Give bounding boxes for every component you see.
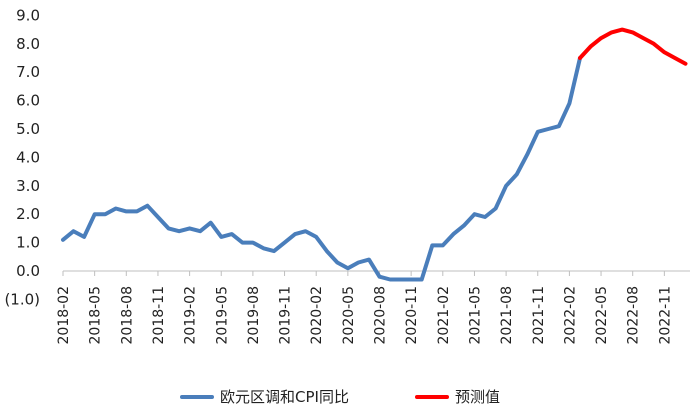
x-tick-label: 2022-08 <box>626 286 642 345</box>
y-tick-label: 6.0 <box>16 92 40 110</box>
y-tick-label: 1.0 <box>16 234 40 252</box>
x-tick-label: 2021-11 <box>531 286 547 345</box>
y-tick-label: 9.0 <box>16 6 40 24</box>
x-tick-label: 2022-11 <box>657 286 673 345</box>
x-axis: 2018-02 2018-05 2018-08 2018-11 2019-02 2019-… <box>56 270 690 345</box>
x-tick-label: 2021-02 <box>436 286 452 345</box>
y-axis: (1.0) 0.0 1.0 2.0 3.0 4.0 5.0 6.0 7.0 8.0 9.0 <box>4 6 40 308</box>
x-tick-label: 2019-05 <box>214 286 230 345</box>
y-tick-label: 4.0 <box>16 148 40 166</box>
y-tick-label: 8.0 <box>16 35 40 53</box>
x-tick-label: 2019-11 <box>278 286 294 345</box>
y-tick-label: (1.0) <box>4 290 40 308</box>
x-tick-label: 2019-08 <box>246 286 262 345</box>
legend-label: 欧元区调和CPI同比 <box>220 388 349 406</box>
x-tick-label: 2020-08 <box>373 286 389 345</box>
y-tick-label: 2.0 <box>16 205 40 223</box>
x-tick-label: 2018-05 <box>88 286 104 345</box>
y-tick-label: 0.0 <box>16 262 40 280</box>
x-tick-label: 2020-05 <box>341 286 357 345</box>
x-tick-label: 2022-05 <box>594 286 610 345</box>
x-tick-label: 2021-08 <box>499 286 515 345</box>
series-layer <box>61 27 688 282</box>
x-tick-label: 2022-02 <box>562 286 578 345</box>
x-tick-label: 2019-02 <box>183 286 199 345</box>
y-tick-label: 3.0 <box>16 177 40 195</box>
x-tick-label: 2018-08 <box>119 286 135 345</box>
x-tick-label: 2020-11 <box>404 286 420 345</box>
legend-label: 预测值 <box>455 388 500 406</box>
x-tick-label: 2018-11 <box>151 286 167 345</box>
x-tick-label: 2020-02 <box>309 286 325 345</box>
y-tick-label: 5.0 <box>16 120 40 138</box>
x-tick-label: 2018-02 <box>56 286 72 345</box>
legend: 欧元区调和CPI同比 预测值 <box>180 388 500 406</box>
series-line-cpi <box>61 56 582 282</box>
y-tick-label: 7.0 <box>16 63 40 81</box>
x-tick-label: 2021-05 <box>467 286 483 345</box>
series-line-forecast <box>578 27 688 66</box>
